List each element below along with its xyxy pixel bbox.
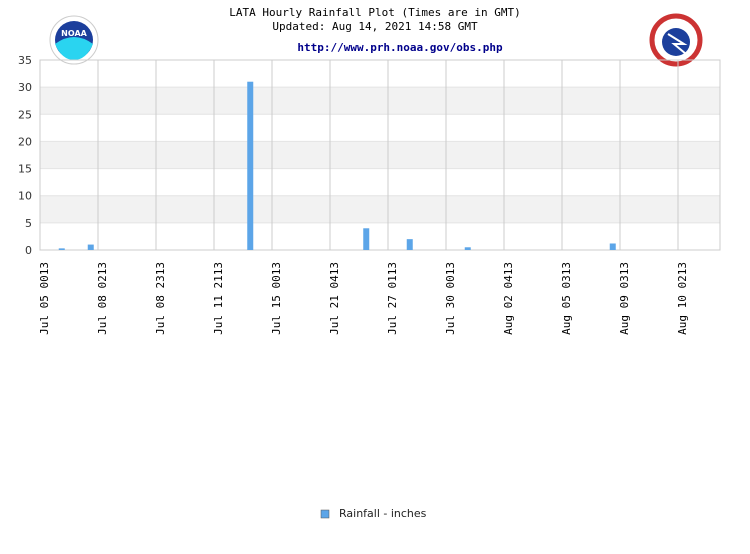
y-tick-label: 0	[25, 244, 32, 257]
noaa-logo: NOAA	[49, 15, 99, 65]
bar	[464, 247, 471, 250]
x-tick-label: Aug 02 0413	[502, 262, 515, 335]
y-tick-label: 30	[18, 81, 32, 94]
bar	[363, 228, 370, 250]
x-tick-label: Jul 05 0013	[38, 262, 51, 335]
x-tick-label: Aug 10 0213	[676, 262, 689, 335]
nws-logo	[649, 13, 703, 67]
y-tick-label: 15	[18, 163, 32, 176]
bar	[58, 248, 65, 250]
plot-border	[39, 59, 721, 251]
bar	[609, 243, 616, 250]
x-tick-label: Jul 08 0213	[96, 262, 109, 335]
legend-label: Rainfall - inches	[339, 507, 427, 520]
y-tick-label: 20	[18, 135, 32, 148]
chart-title: LATA Hourly Rainfall Plot (Times are in …	[229, 6, 520, 19]
x-tick-label: Aug 05 0313	[560, 262, 573, 335]
x-tick-label: Jul 15 0013	[270, 262, 283, 335]
x-tick-label: Jul 08 2313	[154, 262, 167, 335]
y-tick-label: 25	[18, 108, 32, 121]
chart-subtitle: Updated: Aug 14, 2021 14:58 GMT	[272, 20, 478, 33]
svg-text:NOAA: NOAA	[61, 29, 87, 38]
bar	[247, 81, 254, 250]
x-tick-label: Jul 30 0013	[444, 262, 457, 335]
grid-band	[40, 195, 720, 223]
y-tick-label: 10	[18, 190, 32, 203]
x-tick-label: Jul 11 2113	[212, 262, 225, 335]
link[interactable]: http://www.prh.noaa.gov/obs.php	[297, 41, 503, 54]
legend-swatch	[320, 509, 330, 519]
x-tick-label: Jul 21 0413	[328, 262, 341, 335]
bar	[87, 244, 94, 250]
x-tick-label: Aug 09 0313	[618, 262, 631, 335]
x-tick-label: Jul 27 0113	[386, 262, 399, 335]
bar	[406, 239, 413, 250]
y-tick-label: 5	[25, 217, 32, 230]
grid-band	[40, 141, 720, 169]
grid-band	[40, 87, 720, 115]
y-tick-label: 35	[18, 54, 32, 67]
